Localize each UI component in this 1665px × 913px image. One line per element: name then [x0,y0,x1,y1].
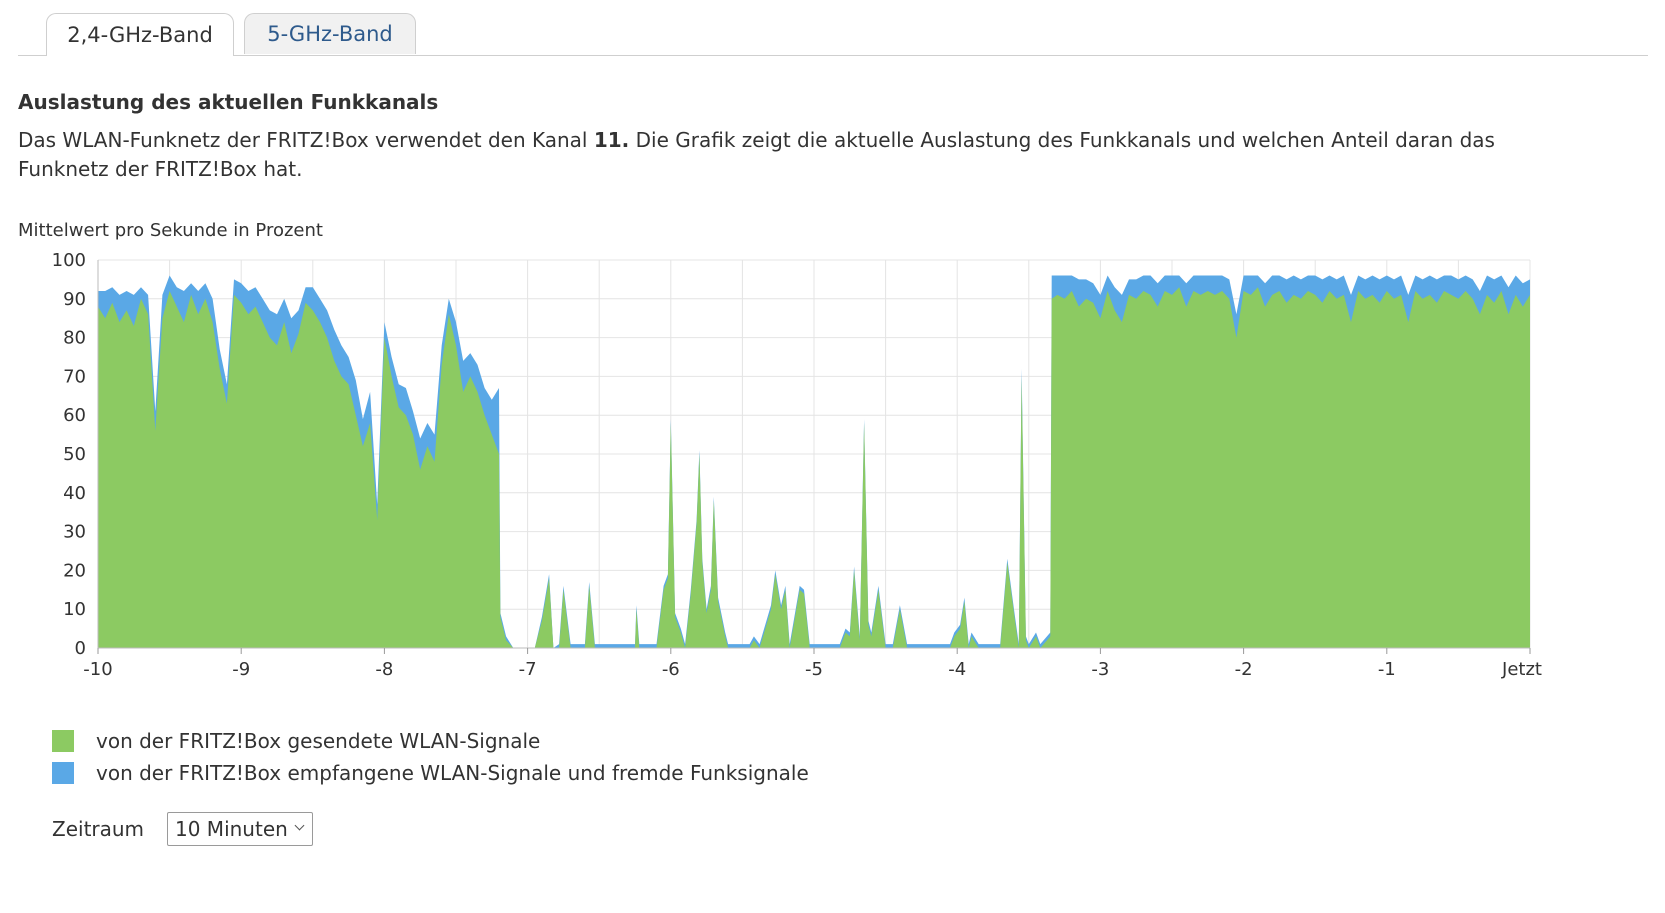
x-tick-label-1: -9 [232,659,250,680]
x-tick-label-5: -5 [805,659,823,680]
y-tick-label-0: 0 [75,638,86,659]
x-tick-label-8: -2 [1235,659,1253,680]
time-range-label: Zeitraum [52,817,145,841]
legend-item-sent: von der FRITZ!Box gesendete WLAN-Signale [52,725,809,757]
chart-svg: 0 10 20 30 40 50 60 70 80 90 100 -10 -9 -8 -7 -6 -5 -4 -3 -… [52,250,1542,680]
legend-item-received: von der FRITZ!Box empfangene WLAN-Signal… [52,757,809,789]
y-tick-label-5: 50 [63,444,86,465]
tab-2-4-ghz-label: 2,4-GHz-Band [67,23,213,47]
chart-legend: von der FRITZ!Box gesendete WLAN-Signale… [52,725,809,789]
x-tick-label-4: -6 [662,659,680,680]
chart-ylabel: Mittelwert pro Sekunde in Prozent [18,220,323,241]
y-tick-label-4: 40 [63,483,86,504]
y-tick-label-8: 80 [63,328,86,349]
y-tick-label-7: 70 [63,366,86,387]
y-tick-label-3: 30 [63,522,86,543]
y-tick-label-9: 90 [63,289,86,310]
time-range-select[interactable]: 10 Minuten [167,812,313,846]
legend-label-received: von der FRITZ!Box empfangene WLAN-Signal… [96,761,809,785]
chevron-down-icon [294,820,305,831]
x-tick-label-0: -10 [83,659,112,680]
y-tick-label-6: 60 [63,405,86,426]
y-tick-label-10: 100 [52,250,86,271]
utilization-chart: 0 10 20 30 40 50 60 70 80 90 100 -10 -9 -8 -7 -6 -5 -4 -3 -… [0,240,1665,690]
section-title: Auslastung des aktuellen Funkkanals [18,90,439,114]
y-tick-label-1: 10 [63,599,86,620]
y-tick-label-2: 20 [63,560,86,581]
section-description: Das WLAN-Funknetz der FRITZ!Box verwende… [18,126,1578,184]
legend-label-sent: von der FRITZ!Box gesendete WLAN-Signale [96,729,541,753]
band-tabs: 2,4-GHz-Band 5-GHz-Band [18,13,1648,56]
time-range: Zeitraum 10 Minuten [52,812,313,846]
desc-after: Die Grafik zeigt die aktuelle Auslastung… [18,128,1495,181]
series-area-sent [98,287,1530,648]
x-tick-label-7: -3 [1091,659,1109,680]
x-tick-label-2: -8 [375,659,393,680]
x-tick-label-6: -4 [948,659,966,680]
x-tick-label-3: -7 [519,659,537,680]
desc-before: Das WLAN-Funknetz der FRITZ!Box verwende… [18,128,594,152]
channel-number: 11. [593,128,630,152]
legend-swatch-sent [52,730,74,752]
tab-2-4-ghz[interactable]: 2,4-GHz-Band [46,13,234,56]
x-tick-label-9: -1 [1378,659,1396,680]
tab-5-ghz[interactable]: 5-GHz-Band [244,13,416,54]
time-range-value: 10 Minuten [175,817,288,841]
x-tick-label-10: Jetzt [1501,659,1542,680]
tab-5-ghz-label: 5-GHz-Band [267,22,393,46]
legend-swatch-received [52,762,74,784]
